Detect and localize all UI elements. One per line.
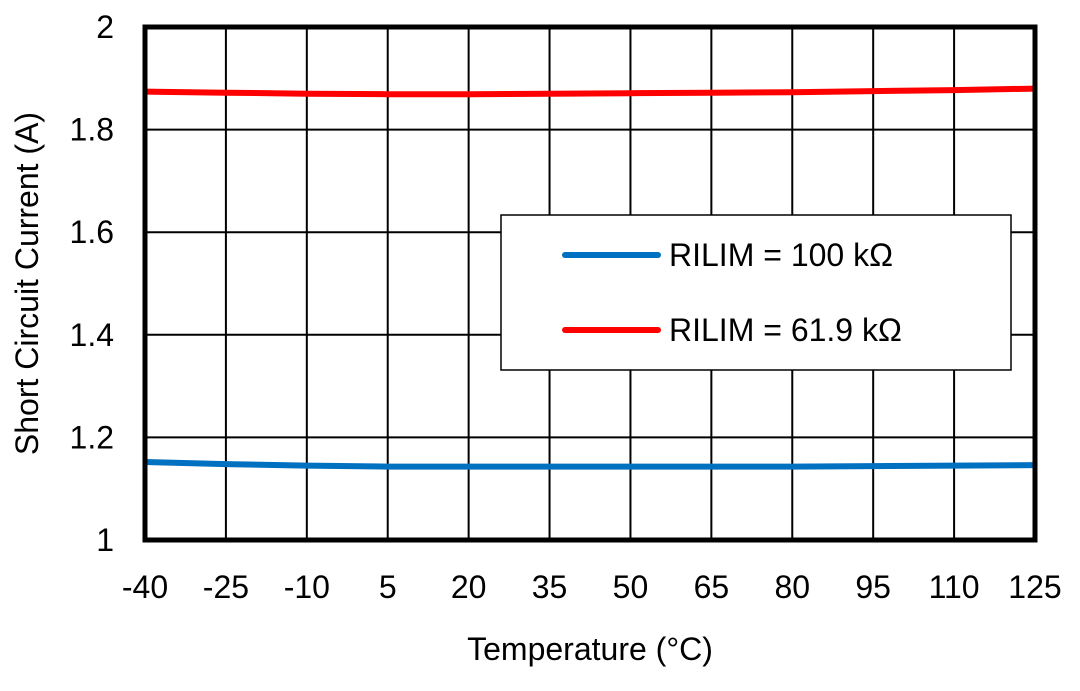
- x-tick-label: 65: [694, 569, 730, 605]
- x-tick-label: 95: [855, 569, 891, 605]
- y-tick-label: 1.8: [70, 112, 114, 148]
- legend-label-rilim-100k: RILIM = 100 kΩ: [669, 237, 893, 273]
- legend-label-rilim-61-9k: RILIM = 61.9 kΩ: [669, 312, 902, 348]
- x-tick-label: -40: [122, 569, 168, 605]
- series-line-0: [144, 459, 1036, 470]
- plot-area-border: [142, 24, 1038, 543]
- x-axis-ticks: -40 -25 -10 5 20 35 50 65 80 95 110 125: [122, 569, 1062, 605]
- y-tick-label: 1: [96, 522, 114, 558]
- y-tick-label: 1.4: [70, 317, 114, 353]
- y-tick-label: 1.6: [70, 214, 114, 250]
- x-tick-label: 20: [451, 569, 487, 605]
- x-tick-label: 110: [929, 569, 980, 605]
- x-axis-title: Temperature (°C): [467, 631, 713, 667]
- series-line-1: [144, 85, 1036, 98]
- legend: RILIM = 100 kΩ RILIM = 61.9 kΩ: [500, 214, 1012, 371]
- x-tick-label: 50: [613, 569, 649, 605]
- y-axis-ticks: 1 1.2 1.4 1.6 1.8 2: [70, 9, 114, 558]
- x-tick-label: 80: [774, 569, 810, 605]
- series-lines: [144, 85, 1036, 470]
- x-tick-label: 125: [1008, 569, 1061, 605]
- y-axis-title: Short Circuit Current (A): [9, 112, 45, 455]
- x-tick-label: -10: [284, 569, 330, 605]
- x-tick-label: -25: [203, 569, 249, 605]
- x-tick-label: 5: [379, 569, 397, 605]
- legend-box: [500, 214, 1012, 371]
- y-tick-label: 2: [96, 9, 114, 45]
- y-tick-label: 1.2: [70, 419, 114, 455]
- x-tick-label: 35: [532, 569, 568, 605]
